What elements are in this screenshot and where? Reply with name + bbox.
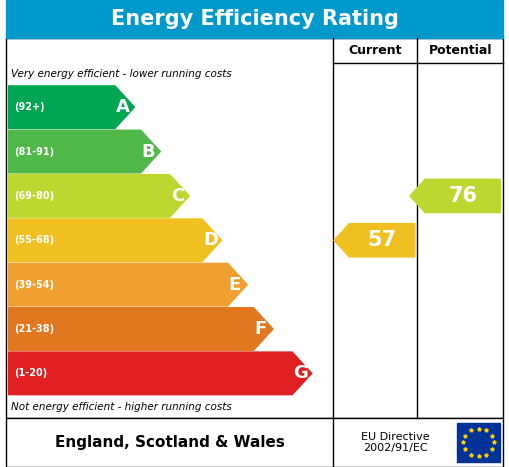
Text: (39-54): (39-54) — [14, 280, 54, 290]
Text: 57: 57 — [367, 230, 397, 250]
Text: G: G — [293, 364, 308, 382]
Polygon shape — [9, 352, 312, 395]
Text: England, Scotland & Wales: England, Scotland & Wales — [55, 435, 285, 450]
Bar — [6, 38, 503, 418]
Text: (92+): (92+) — [14, 102, 44, 112]
Text: Potential: Potential — [429, 44, 492, 57]
Bar — [6, 418, 503, 467]
Text: E: E — [229, 276, 241, 294]
Text: A: A — [116, 98, 130, 116]
Text: (69-80): (69-80) — [14, 191, 54, 201]
Polygon shape — [9, 219, 221, 262]
Polygon shape — [9, 130, 160, 173]
Text: Current: Current — [349, 44, 402, 57]
Text: B: B — [142, 142, 155, 161]
Bar — [6, 0, 503, 38]
Text: Energy Efficiency Rating: Energy Efficiency Rating — [110, 9, 399, 29]
Text: D: D — [203, 231, 218, 249]
Polygon shape — [9, 263, 247, 306]
Text: Not energy efficient - higher running costs: Not energy efficient - higher running co… — [11, 402, 232, 412]
Polygon shape — [9, 175, 189, 217]
Bar — [457, 423, 500, 462]
Text: (81-91): (81-91) — [14, 147, 54, 156]
Text: (21-38): (21-38) — [14, 324, 54, 334]
Text: Very energy efficient - lower running costs: Very energy efficient - lower running co… — [11, 69, 232, 79]
Polygon shape — [9, 86, 134, 128]
Text: F: F — [254, 320, 267, 338]
Text: 76: 76 — [448, 186, 477, 206]
Text: (55-68): (55-68) — [14, 235, 54, 245]
Polygon shape — [410, 179, 500, 212]
Text: C: C — [171, 187, 184, 205]
Text: (1-20): (1-20) — [14, 368, 47, 378]
Polygon shape — [334, 224, 415, 257]
Polygon shape — [9, 308, 273, 350]
Text: EU Directive
2002/91/EC: EU Directive 2002/91/EC — [361, 432, 430, 453]
